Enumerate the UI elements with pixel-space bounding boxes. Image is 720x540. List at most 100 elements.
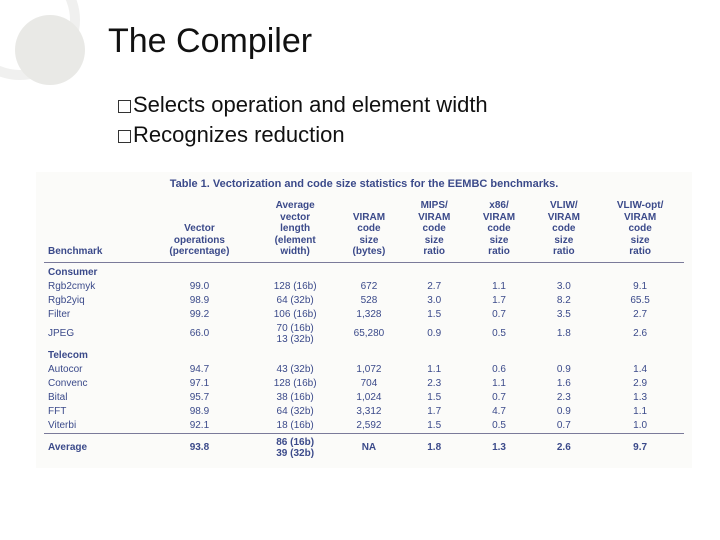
table-cell: 94.7 [145,363,255,377]
corner-decoration [0,0,100,100]
table-cell: 64 (32b) [254,405,336,419]
table-cell: 43 (32b) [254,363,336,377]
table-row: JPEG66.070 (16b)13 (32b)65,2800.90.51.82… [44,321,684,346]
table-row: Filter99.2106 (16b)1,3281.50.73.52.7 [44,307,684,321]
table-cell: 98.9 [145,293,255,307]
table-cell: 1.1 [402,363,467,377]
average-row: Average93.886 (16b)39 (32b)NA1.81.32.69.… [44,433,684,460]
table-cell: 97.1 [145,377,255,391]
table-cell: 9.1 [596,279,684,293]
table-cell: 0.7 [467,307,532,321]
table-cell: 2.6 [596,321,684,346]
table-cell: 1.7 [402,405,467,419]
group-label: Consumer [44,262,684,279]
bullet-item: Recognizes reduction [118,120,488,150]
bullet-icon [118,130,131,143]
slide-title: The Compiler [108,22,312,61]
row-label: Filter [44,307,145,321]
table-cell: 4.7 [467,405,532,419]
table-cell: 2.3 [531,391,596,405]
table-cell: 1.8 [402,433,467,460]
table-cell: 1.5 [402,391,467,405]
row-label: Rgb2cmyk [44,279,145,293]
bullet-text: Selects operation and element width [133,92,488,117]
row-label: Average [44,433,145,460]
table-cell: 64 (32b) [254,293,336,307]
table-cell: 1.5 [402,307,467,321]
table-cell: 1.6 [531,377,596,391]
row-label: Bital [44,391,145,405]
group-row: Telecom [44,346,684,363]
table-cell: 128 (16b) [254,279,336,293]
row-label: Rgb2yiq [44,293,145,307]
bullet-text: Recognizes reduction [133,122,345,147]
table-cell: 2.9 [596,377,684,391]
group-row: Consumer [44,262,684,279]
column-header: Vectoroperations(percentage) [145,198,255,262]
table-cell: 3.0 [531,279,596,293]
bullet-list: Selects operation and element width Reco… [118,90,488,149]
table-cell: 99.0 [145,279,255,293]
table-cell: 1.1 [467,377,532,391]
table-row: Bital95.738 (16b)1,0241.50.72.31.3 [44,391,684,405]
table-cell: 704 [336,377,402,391]
bullet-icon [118,100,131,113]
row-label: FFT [44,405,145,419]
table-cell: 0.9 [402,321,467,346]
column-header: Averagevectorlength(elementwidth) [254,198,336,262]
table-row: Viterbi92.118 (16b)2,5921.50.50.71.0 [44,419,684,434]
table-cell: NA [336,433,402,460]
table-cell: 2.7 [596,307,684,321]
table-cell: 8.2 [531,293,596,307]
table-cell: 0.5 [467,419,532,434]
column-header: VLIW-opt/VIRAMcodesizeratio [596,198,684,262]
table-cell: 70 (16b)13 (32b) [254,321,336,346]
table-cell: 128 (16b) [254,377,336,391]
table-cell: 0.9 [531,363,596,377]
row-label: Autocor [44,363,145,377]
table-cell: 1.4 [596,363,684,377]
table-cell: 0.7 [467,391,532,405]
table-row: Rgb2yiq98.964 (32b)5283.01.78.265.5 [44,293,684,307]
table-cell: 2.6 [531,433,596,460]
table-cell: 9.7 [596,433,684,460]
table-cell: 1,072 [336,363,402,377]
table-cell: 93.8 [145,433,255,460]
column-header: x86/VIRAMcodesizeratio [467,198,532,262]
group-label: Telecom [44,346,684,363]
table-cell: 0.7 [531,419,596,434]
table-cell: 1.1 [467,279,532,293]
table-cell: 98.9 [145,405,255,419]
table-cell: 1.5 [402,419,467,434]
bullet-item: Selects operation and element width [118,90,488,120]
column-header: Benchmark [44,198,145,262]
table-body: ConsumerRgb2cmyk99.0128 (16b)6722.71.13.… [44,262,684,460]
table-cell: 2,592 [336,419,402,434]
column-header: VIRAMcodesize(bytes) [336,198,402,262]
table-cell: 1.0 [596,419,684,434]
table-header: BenchmarkVectoroperations(percentage)Ave… [44,198,684,262]
table-cell: 1,328 [336,307,402,321]
table-cell: 1.8 [531,321,596,346]
table-cell: 3,312 [336,405,402,419]
row-label: Viterbi [44,419,145,434]
table-cell: 86 (16b)39 (32b) [254,433,336,460]
table-row: Convenc97.1128 (16b)7042.31.11.62.9 [44,377,684,391]
table-cell: 65.5 [596,293,684,307]
table-row: Rgb2cmyk99.0128 (16b)6722.71.13.09.1 [44,279,684,293]
table-row: FFT98.964 (32b)3,3121.74.70.91.1 [44,405,684,419]
table-cell: 528 [336,293,402,307]
table-caption: Table 1. Vectorization and code size sta… [44,178,684,190]
table-row: Autocor94.743 (32b)1,0721.10.60.91.4 [44,363,684,377]
row-label: JPEG [44,321,145,346]
table-container: Table 1. Vectorization and code size sta… [36,172,692,468]
table-cell: 2.3 [402,377,467,391]
table-cell: 0.6 [467,363,532,377]
table-cell: 3.5 [531,307,596,321]
table-cell: 92.1 [145,419,255,434]
table-cell: 1,024 [336,391,402,405]
table-cell: 106 (16b) [254,307,336,321]
table-cell: 0.5 [467,321,532,346]
column-header: MIPS/VIRAMcodesizeratio [402,198,467,262]
table-cell: 65,280 [336,321,402,346]
